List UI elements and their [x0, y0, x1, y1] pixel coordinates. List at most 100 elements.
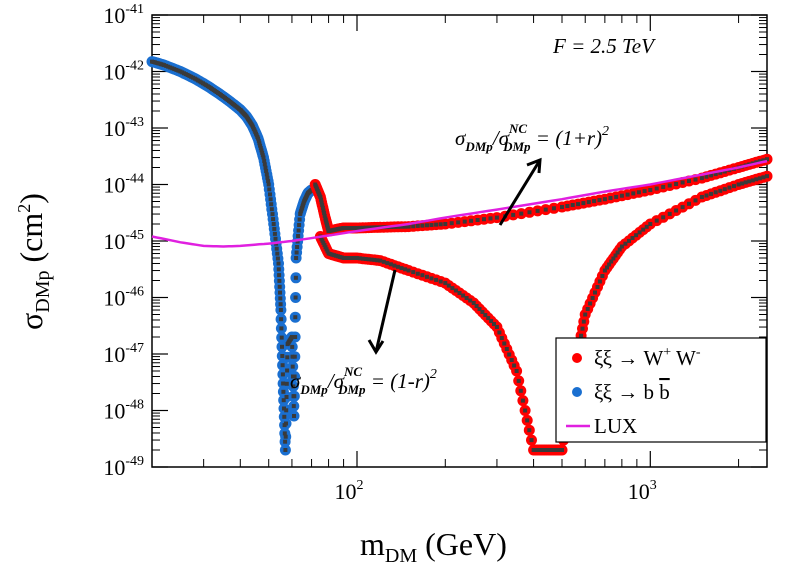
theory-point	[627, 238, 631, 243]
theory-point	[324, 247, 329, 252]
legend-label-bb: ξξ → b b	[594, 380, 670, 404]
theory-point	[637, 230, 642, 235]
theory-point	[504, 347, 509, 351]
theory-point	[258, 143, 263, 148]
series-2	[314, 170, 773, 456]
theory-point	[319, 197, 323, 202]
theory-point	[687, 179, 691, 183]
theory-point	[654, 186, 659, 191]
theory-point	[560, 448, 564, 452]
theory-point	[438, 222, 443, 227]
theory-point	[511, 212, 516, 217]
theory-point	[296, 234, 301, 238]
theory-point	[644, 224, 649, 229]
theory-point	[597, 279, 602, 284]
theory-point	[388, 262, 393, 267]
theory-point	[282, 414, 287, 419]
theory-point	[265, 175, 270, 180]
theory-point	[580, 326, 585, 331]
theory-point	[283, 439, 288, 444]
theory-point	[162, 63, 167, 68]
theory-point	[363, 225, 368, 230]
theory-point	[602, 197, 607, 202]
theory-point	[588, 301, 593, 306]
theory-point	[294, 250, 299, 255]
theory-point	[464, 296, 469, 300]
theory-point	[257, 141, 262, 146]
theory-point	[709, 191, 714, 196]
theory-point	[718, 188, 723, 193]
theory-point	[586, 200, 591, 205]
theory-point	[699, 195, 704, 199]
data-layer	[146, 56, 773, 456]
theory-point	[278, 290, 282, 295]
theory-point	[268, 197, 273, 202]
theory-point	[593, 290, 597, 295]
theory-point	[527, 210, 532, 215]
theory-point	[614, 194, 619, 199]
theory-point	[292, 414, 296, 418]
theory-point	[469, 218, 474, 223]
theory-point	[295, 245, 300, 249]
theory-point	[713, 190, 718, 195]
theory-point	[381, 259, 386, 264]
theory-point	[482, 217, 486, 222]
theory-point	[271, 217, 276, 222]
theory-point	[322, 213, 327, 218]
theory-point	[256, 136, 261, 141]
annotation-arrows	[367, 157, 542, 355]
theory-point	[264, 169, 269, 173]
theory-point	[514, 369, 519, 373]
theory-point	[625, 192, 630, 197]
theory-point	[292, 394, 297, 399]
theory-point	[434, 222, 439, 227]
theory-point	[581, 319, 586, 324]
theory-point	[585, 307, 590, 311]
theory-point	[488, 216, 493, 221]
theory-point	[272, 231, 277, 236]
theory-point	[278, 308, 283, 312]
theory-point	[608, 196, 613, 200]
theory-point	[674, 208, 679, 213]
theory-point	[462, 219, 467, 224]
theory-point	[355, 226, 359, 230]
theory-point	[285, 368, 290, 373]
theory-point	[565, 204, 570, 208]
theory-point	[667, 211, 672, 216]
legend-label-lux: LUX	[594, 414, 637, 438]
theory-point	[661, 185, 666, 189]
theory-point	[438, 279, 443, 284]
theory-point	[494, 325, 499, 329]
theory-point	[366, 225, 371, 230]
theory-point	[457, 291, 462, 295]
y-tick-label: 10-47	[103, 341, 144, 367]
theory-point	[321, 208, 326, 213]
theory-point	[406, 268, 411, 273]
theory-point	[468, 298, 473, 303]
theory-point	[483, 313, 488, 317]
theory-point	[406, 224, 411, 229]
theory-point	[740, 181, 745, 186]
theory-point	[619, 244, 624, 249]
legend-label-ww: ξξ → W+ W-	[594, 345, 701, 370]
theory-point	[320, 203, 325, 208]
theory-point	[750, 178, 755, 183]
theory-point	[446, 283, 451, 288]
theory-point	[507, 352, 512, 357]
theory-point	[281, 381, 286, 386]
theory-point	[757, 159, 762, 164]
theory-point	[709, 173, 714, 178]
theory-point	[415, 223, 420, 228]
theory-point	[372, 225, 377, 230]
theory-point	[471, 301, 476, 305]
theory-point	[634, 233, 639, 238]
theory-point	[278, 296, 283, 301]
lux-line	[151, 159, 768, 248]
x-tick-label: 102	[335, 478, 364, 504]
theory-point	[279, 317, 284, 322]
theory-point	[450, 286, 455, 291]
theory-point	[449, 221, 454, 226]
theory-point	[761, 158, 766, 163]
theory-point	[699, 176, 704, 181]
theory-point	[403, 267, 408, 272]
